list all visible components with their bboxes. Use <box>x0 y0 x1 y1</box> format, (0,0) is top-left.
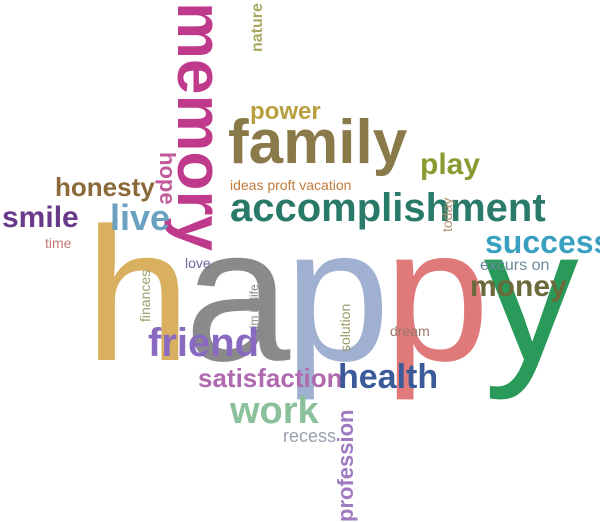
word-love: love <box>185 255 211 271</box>
word-ideas: ideas <box>230 177 264 193</box>
word-finances: finances <box>137 269 153 322</box>
happy-letter-p2: p <box>384 189 490 401</box>
word-honesty: honesty <box>55 172 155 202</box>
word-solution: solution <box>337 303 353 352</box>
word-work: work <box>230 390 319 432</box>
word-smile: smile <box>2 201 79 234</box>
happy-letter-a: a <box>184 189 291 401</box>
word-profession: profession <box>333 409 358 522</box>
word-friend: friend <box>148 321 260 365</box>
word-recess: recess <box>283 426 337 446</box>
word-family: family <box>228 108 408 177</box>
word-play: play <box>420 148 481 181</box>
word-accomplishment: accomplishment <box>230 186 546 230</box>
word-happy: happy <box>85 200 579 390</box>
word-success: success <box>485 224 600 260</box>
word-vacation: vacation <box>299 177 352 193</box>
word-memory: memory <box>164 2 236 251</box>
word-power: power <box>250 98 321 125</box>
word-time: time <box>45 235 72 251</box>
word-dream: dream <box>390 323 430 339</box>
word-excursion: excurs on <box>480 257 550 274</box>
happy-letter-h: h <box>85 189 191 401</box>
word-money: money <box>470 270 567 303</box>
word-live: live <box>110 197 171 238</box>
word-today: today <box>439 197 455 232</box>
word-ideas-profit-vacation: ideas proft vacation <box>230 178 351 192</box>
word-health: health <box>338 358 439 396</box>
happy-letter-p1: p <box>284 189 390 401</box>
word-nature: nature <box>249 3 266 52</box>
word-profit: proft <box>267 177 296 193</box>
word-satisfaction: satisfaction <box>198 363 343 393</box>
happy-letter-y: y <box>483 189 579 401</box>
